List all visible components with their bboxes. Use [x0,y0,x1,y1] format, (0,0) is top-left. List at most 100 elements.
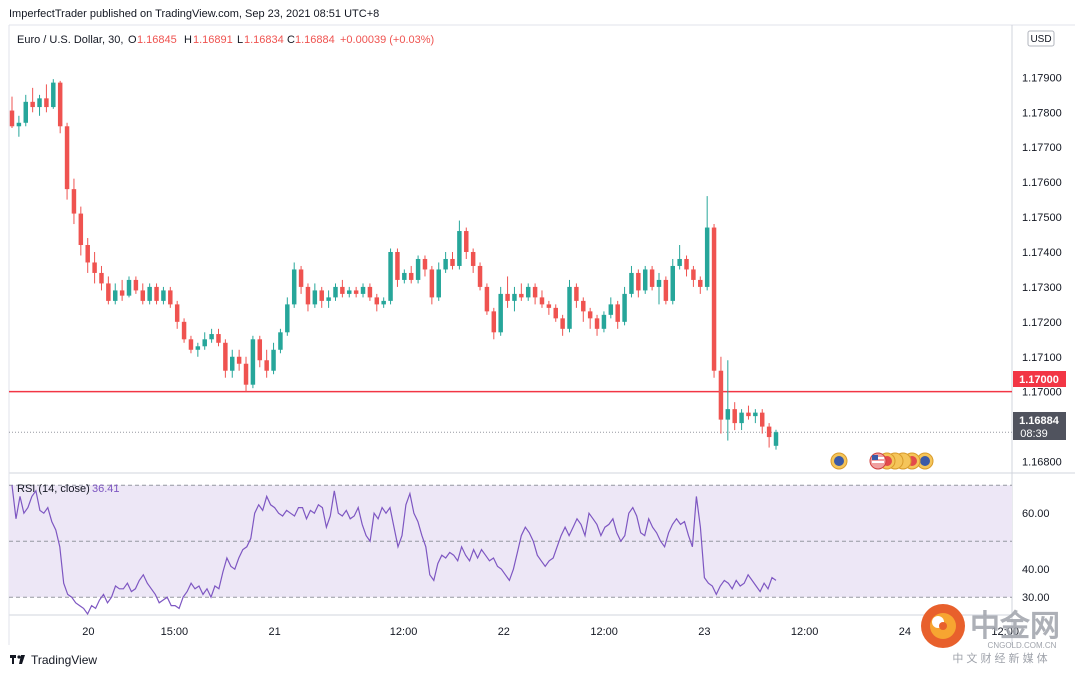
candle-body [484,286,490,312]
candle-body [677,258,682,266]
candle-body [773,432,779,446]
candle-body [278,332,283,350]
time-tick-label: 20 [82,626,94,638]
candle-body [119,290,125,296]
time-tick-label: 12:00 [390,626,418,638]
candle-body [113,290,118,301]
candle-body [408,272,414,280]
candle-body [450,258,455,266]
event-marker-icon[interactable] [830,452,848,470]
candle-body [505,293,510,301]
rsi-tick-label: 60.00 [1022,508,1050,520]
candle-body [436,269,441,298]
candle-body [670,265,675,301]
candle-body [732,409,737,424]
candle-body [154,286,159,301]
candle-body [23,101,29,123]
candle-body [291,269,297,305]
time-tick-label: 24 [899,626,911,638]
candle-body [532,286,538,298]
us-flag-icon[interactable] [869,452,887,470]
candle-body [30,101,35,108]
candle-body [725,409,731,420]
candle-body [347,290,352,294]
candle-body [429,269,435,298]
candle-body [395,251,400,280]
candle-body [140,290,146,301]
tradingview-brand[interactable]: TradingView [31,653,97,667]
watermark-site: CNGOLD.COM.CN [988,641,1057,650]
candle-body [236,356,242,364]
price-tick-label: 1.17200 [1022,317,1062,329]
tradingview-logo-icon[interactable] [10,655,25,664]
candle-body [711,227,717,371]
candle-body [656,279,662,287]
open-value: 1.16845 [137,34,177,46]
currency-badge[interactable]: USD [1030,34,1051,45]
candle-body [44,98,49,108]
rsi-value: 36.41 [92,483,120,495]
close-value: 1.16884 [295,34,335,46]
candle-body [285,304,290,333]
price-tick-label: 1.17700 [1022,142,1062,154]
countdown-tag: 08:39 [1020,428,1048,440]
close-label: C [287,34,295,46]
level-tag: 1.17000 [1019,374,1059,386]
candle-body [443,258,448,270]
candle-body [78,213,84,246]
candle-body [9,110,15,127]
candle-body [601,314,607,329]
candle-body [230,356,235,371]
change-value: +0.00039 (+0.03%) [340,34,434,46]
price-tick-label: 1.17400 [1022,247,1062,259]
rsi-axis: 30.00 40.00 60.00 [1022,508,1050,604]
time-tick-label: 21 [269,626,281,638]
candle-body [223,342,228,371]
rsi-title[interactable]: RSI (14, close) [17,483,90,495]
economic-events[interactable] [830,452,934,470]
candle-body [374,297,380,305]
candle-body [360,286,366,294]
rsi-tick-label: 40.00 [1022,564,1050,576]
low-value: 1.16834 [244,34,284,46]
price-axis: 1.168001.169001.170001.171001.172001.173… [1022,72,1062,468]
candle-body [581,300,586,312]
candle-body [422,258,428,270]
candle-body [415,258,421,280]
candle-body [99,272,104,284]
candle-body [739,412,744,424]
candle-body [37,98,42,108]
candle-body [326,297,331,301]
watermark-text: 中金网 [970,609,1060,643]
candle-body [333,286,338,298]
candle-body [216,334,221,343]
candle-body [64,126,70,190]
candle-body [353,290,359,294]
publisher-line: ImperfectTrader published on TradingView… [9,8,379,20]
candle-body [491,311,497,333]
candle-body [649,269,655,287]
time-tick-label: 15:00 [161,626,189,638]
time-tick-label: 12:00 [590,626,618,638]
symbol-label[interactable]: Euro / U.S. Dollar, 30, [17,34,123,46]
candle-body [188,339,194,350]
candle-body [498,293,503,333]
candle-body [470,251,476,266]
candle-body [71,189,77,214]
candle-body [464,231,469,252]
candle-body [766,426,772,438]
watermark-tagline: 中 文 财 经 新 媒 体 [952,651,1047,665]
candle-body [133,279,139,291]
candle-body [663,279,669,301]
candle-body [759,412,765,427]
candle-body [319,290,324,301]
candle-body [691,269,696,280]
candle-body [381,300,386,305]
price-tick-label: 1.17500 [1022,212,1062,224]
candle-body [402,272,407,280]
candle-body [161,290,166,301]
open-label: O [128,34,137,46]
currency-badge-box [1027,30,1055,47]
price-tick-label: 1.17600 [1022,177,1062,189]
candle-body [519,293,524,298]
